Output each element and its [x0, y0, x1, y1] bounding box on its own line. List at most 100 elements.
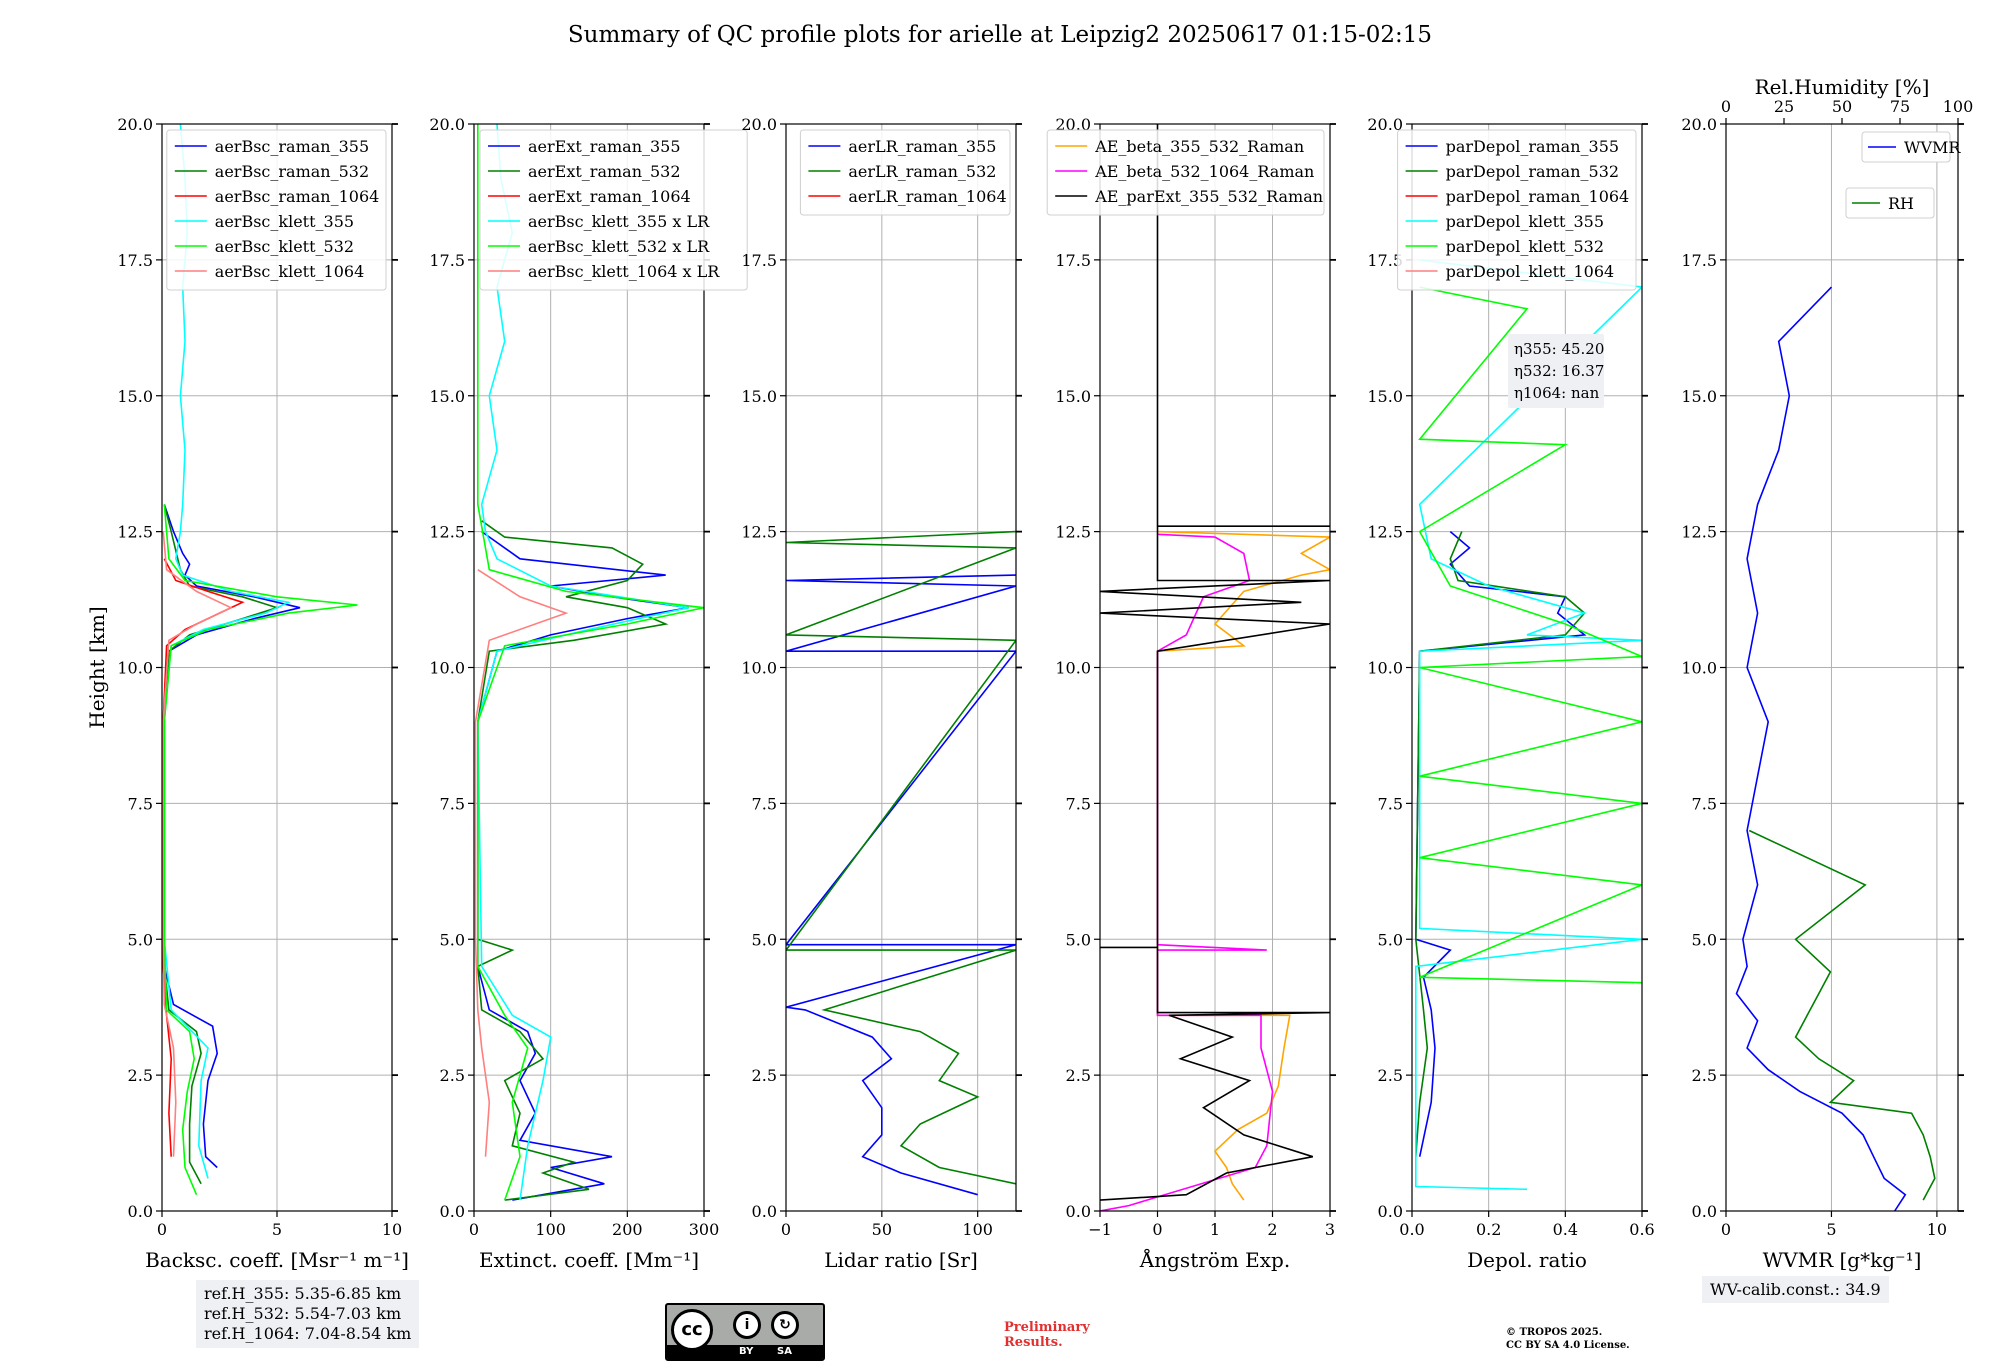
series-line-ae-beta-532-1064-raman	[1100, 533, 1274, 1211]
x-tick-label: 5	[1826, 1220, 1836, 1239]
legend-label: AE_parExt_355_532_Raman	[1094, 187, 1323, 206]
legend-label: aerExt_raman_1064	[528, 187, 691, 206]
axes-frame	[1411, 123, 1643, 1212]
axes-frame	[473, 123, 705, 1212]
y-tick-label: 15.0	[1055, 387, 1091, 406]
series-line-aerbsc-klett-532	[163, 504, 358, 1196]
y-tick-label: 17.5	[117, 251, 153, 270]
preliminary-line-1: Preliminary	[1004, 1320, 1090, 1335]
series-line-ae-parext-355-532-raman	[1100, 124, 1330, 1201]
x-tick-label: 100	[535, 1220, 566, 1239]
x-tick-label: 100	[962, 1220, 993, 1239]
x-axis-label: Backsc. coeff. [Msr⁻¹ m⁻¹]	[145, 1248, 409, 1272]
y-tick-label: 15.0	[1681, 387, 1717, 406]
legend-label: parDepol_klett_532	[1446, 237, 1604, 256]
y-tick-label: 0.0	[440, 1202, 465, 1221]
x-tick-label: 0	[1721, 1220, 1731, 1239]
ref-height-532: ref.H_532: 5.54-7.03 km	[204, 1304, 402, 1323]
eta-value: η1064: nan	[1514, 384, 1600, 402]
legend-label: aerBsc_klett_532 x LR	[528, 237, 710, 256]
ref-height-355: ref.H_355: 5.35-6.85 km	[204, 1284, 402, 1303]
top-x-tick-label: 50	[1832, 97, 1852, 116]
y-tick-label: 12.5	[1055, 523, 1091, 542]
axes-frame	[1099, 123, 1331, 1212]
legend-label: parDepol_raman_532	[1446, 162, 1619, 181]
y-tick-label: 15.0	[429, 387, 465, 406]
x-axis-label: Extinct. coeff. [Mm⁻¹]	[479, 1248, 699, 1272]
legend-label: aerBsc_klett_355 x LR	[528, 212, 710, 231]
series-line-aerbsc-klett-1064	[162, 531, 233, 1157]
top-x-axis-label: Rel.Humidity [%]	[1755, 75, 1930, 99]
y-tick-label: 0.0	[752, 1202, 777, 1221]
legend: AE_beta_355_532_Raman AE_beta_532_1064_Ra…	[1046, 129, 1325, 216]
x-tick-label: 0	[1152, 1220, 1162, 1239]
preliminary-line-2: Results.	[1004, 1335, 1063, 1350]
y-tick-label: 2.5	[1692, 1066, 1717, 1085]
eta-box	[1508, 334, 1604, 408]
y-tick-label: 0.0	[1692, 1202, 1717, 1221]
legend-label: aerBsc_raman_532	[215, 162, 369, 181]
legend-label: parDepol_klett_1064	[1446, 262, 1615, 281]
legend-box	[479, 129, 748, 291]
y-tick-label: 7.5	[752, 794, 777, 813]
series-line-aerlr-raman-355	[786, 574, 1016, 1196]
x-tick-label: 10	[1927, 1220, 1947, 1239]
cc-icon: cc	[671, 1309, 713, 1351]
legend-box	[1046, 129, 1325, 216]
y-tick-label: 20.0	[1367, 115, 1403, 134]
top-x-tick-label: 75	[1890, 97, 1910, 116]
y-tick-label: 10.0	[117, 659, 153, 678]
legend-label: aerBsc_raman_355	[215, 137, 369, 156]
legend-box	[1397, 129, 1637, 291]
series-line-aerbsc-raman-355	[163, 504, 301, 1169]
y-tick-label: 17.5	[1681, 251, 1717, 270]
share-alike-icon: ↻	[771, 1311, 799, 1339]
y-tick-label: 12.5	[1681, 523, 1717, 542]
y-tick-label: 7.5	[1066, 794, 1091, 813]
y-tick-label: 7.5	[440, 794, 465, 813]
y-tick-label: 17.5	[429, 251, 465, 270]
legend: aerBsc_raman_355 aerBsc_raman_532 aerBsc_r…	[166, 129, 387, 291]
x-tick-label: −1	[1088, 1220, 1112, 1239]
legend: parDepol_raman_355 parDepol_raman_532 parD…	[1397, 129, 1637, 291]
person-icon: i	[733, 1311, 761, 1339]
series-line-aerlr-raman-532	[786, 530, 1016, 1185]
y-tick-label: 5.0	[1066, 930, 1091, 949]
y-tick-label: 20.0	[1681, 115, 1717, 134]
preliminary-note: Preliminary Results.	[1004, 1320, 1090, 1350]
y-tick-label: 10.0	[741, 659, 777, 678]
shared-y-axis-label: Height [km]	[85, 606, 109, 728]
y-tick-label: 2.5	[1378, 1066, 1403, 1085]
x-tick-label: 50	[872, 1220, 892, 1239]
y-tick-label: 2.5	[440, 1066, 465, 1085]
x-tick-label: 0	[157, 1220, 167, 1239]
copyright-line-2: CC BY SA 4.0 License.	[1506, 1340, 1630, 1351]
legend-label: aerLR_raman_1064	[848, 187, 1006, 206]
legend-label: aerBsc_raman_1064	[215, 187, 380, 206]
legend-label: aerLR_raman_355	[848, 137, 996, 156]
legend-box	[799, 129, 1011, 216]
x-tick-label: 1	[1210, 1220, 1220, 1239]
y-tick-label: 2.5	[1066, 1066, 1091, 1085]
y-tick-label: 10.0	[429, 659, 465, 678]
eta-value: η355: 45.20	[1514, 340, 1604, 358]
y-tick-label: 0.0	[1378, 1202, 1403, 1221]
y-tick-label: 0.0	[128, 1202, 153, 1221]
y-tick-label: 5.0	[752, 930, 777, 949]
top-x-tick-label: 100	[1943, 97, 1974, 116]
y-tick-label: 7.5	[1378, 794, 1403, 813]
series-line-wvmr	[1735, 286, 1907, 1211]
legend-box	[1845, 187, 1935, 219]
series-line-aerbsc-klett-355	[163, 124, 292, 1179]
y-tick-label: 5.0	[1378, 930, 1403, 949]
copyright-line-1: © TROPOS 2025.	[1506, 1327, 1603, 1338]
y-tick-label: 20.0	[117, 115, 153, 134]
panel-2: 0.0 2.5 5.0 7.5 10.0 12.5 15.0 17.5 20.0 0 100 200 3…	[429, 115, 748, 1272]
panel-5: 0.0 2.5 5.0 7.5 10.0 12.5 15.0 17.5 20.0 0.0 0.2 0.…	[1367, 115, 1654, 1272]
legend-label: WVMR	[1904, 138, 1961, 157]
legend-box	[166, 129, 387, 291]
y-tick-label: 10.0	[1367, 659, 1403, 678]
y-tick-label: 7.5	[128, 794, 153, 813]
x-tick-label: 2	[1267, 1220, 1277, 1239]
